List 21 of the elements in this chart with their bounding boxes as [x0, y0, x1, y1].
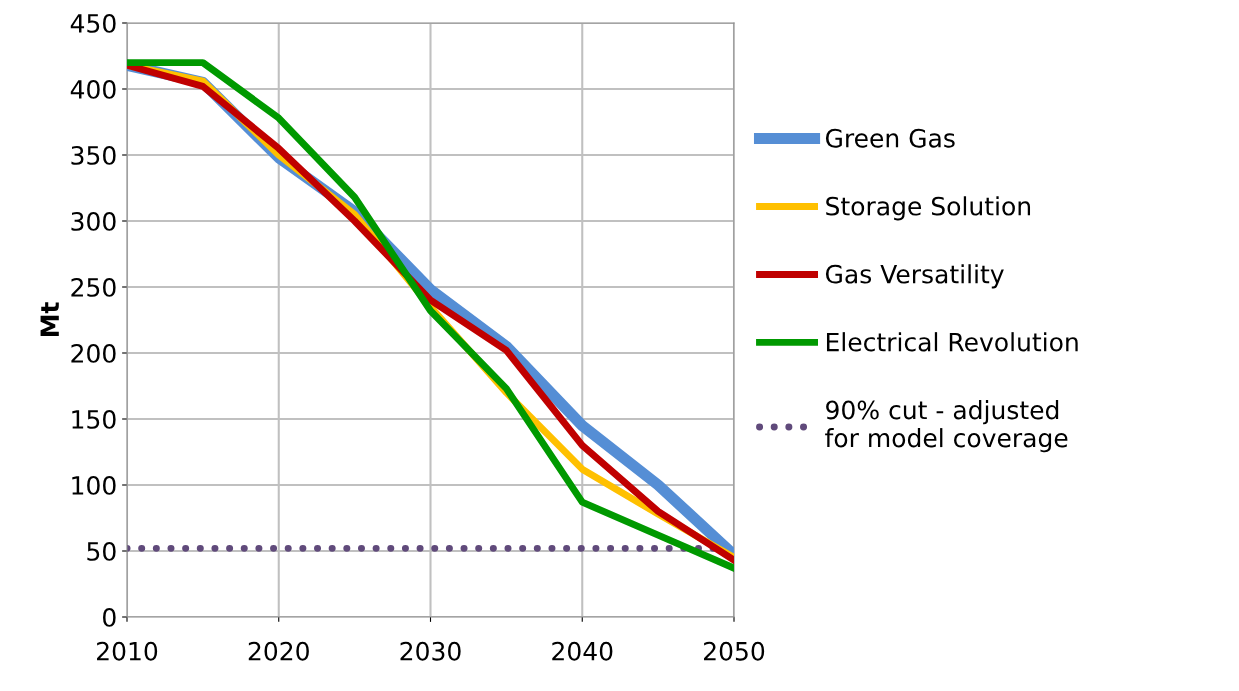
- y-tick-label: 350: [71, 145, 116, 165]
- legend-label: Electrical Revolution: [826, 332, 1078, 352]
- legend-label: Green Gas: [825, 128, 955, 148]
- y-tick-label: 200: [71, 343, 116, 363]
- x-tick-label: 2020: [248, 641, 309, 661]
- y-tick-label: 50: [87, 541, 116, 561]
- y-tick-label: 0: [103, 607, 116, 627]
- x-tick-label: 2010: [97, 641, 158, 661]
- x-tick-label: 2040: [552, 641, 613, 661]
- legend-label: Storage Solution: [826, 196, 1031, 221]
- y-tick-label: 450: [70, 13, 116, 33]
- legend-label: 90% cut - adjusted for model coverage: [825, 400, 1068, 453]
- legend-label: Gas Versatility: [825, 264, 1004, 289]
- y-tick-label: 150: [72, 409, 116, 429]
- y-tick-label: 400: [70, 79, 116, 99]
- x-tick-label: 2030: [400, 641, 461, 661]
- y-tick-label: 100: [72, 475, 116, 495]
- x-tick-label: 2050: [704, 641, 765, 661]
- y-tick-label: 300: [71, 211, 116, 231]
- y-tick-label: 250: [71, 277, 116, 297]
- y-axis-title: Mt: [40, 302, 59, 337]
